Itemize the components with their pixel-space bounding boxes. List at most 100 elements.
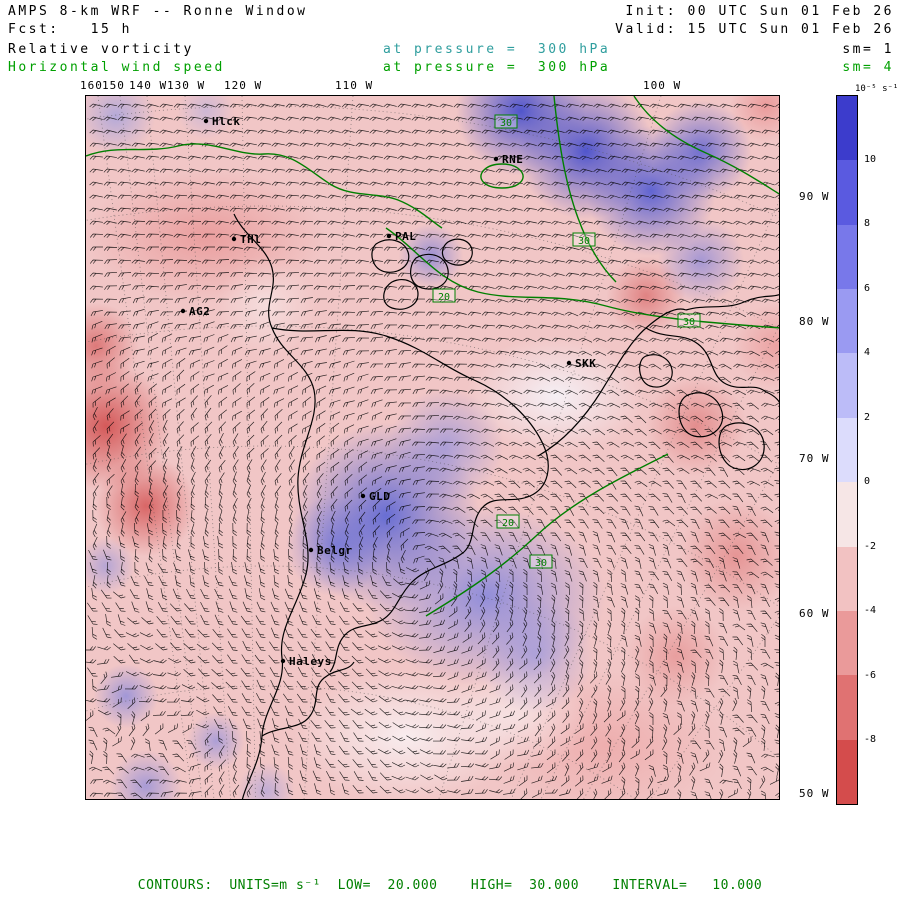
station-label: GLD [369,490,390,503]
colorbar-band [837,739,857,804]
longitude-label: 160 [80,79,103,92]
meridian-line [146,96,215,799]
coastline [645,327,779,403]
longitude-label: 130 W [167,79,206,92]
coastline [233,213,316,799]
init-time: Init: 00 UTC Sun 01 Feb 26 [625,4,894,19]
field1-name: Relative vorticity [8,42,194,57]
wind-speed-contour [385,227,779,329]
coastline [678,392,724,438]
meridian-line [184,96,231,799]
wind-speed-contour-layer [86,96,779,617]
wind-speed-contour [633,96,779,195]
parallel-line [86,685,636,799]
coastline [441,238,473,266]
longitude-label: 90 W [799,190,830,203]
station-dot [360,493,366,499]
valid-time: Valid: 15 UTC Sun 01 Feb 26 [615,22,894,37]
station-label: THl [240,233,261,246]
meridian-line [583,461,779,799]
contour-label: 20 [502,518,514,529]
longitude-label: 70 W [799,452,830,465]
parallel-line [86,105,779,218]
station-layer: Hlck RNE THl PAL AG2 SKK GLD Belgr Haleys [180,115,596,668]
colorbar-unit-label: 10⁻⁵ s⁻¹ [855,84,899,94]
station-dot [308,547,314,553]
meridian-line [241,96,256,799]
colorbar-band [837,353,857,418]
coastline [371,239,410,273]
longitude-label: 100 W [643,79,682,92]
colorbar-band [837,96,857,161]
meridian-line [303,96,354,799]
colorbar-band [837,160,857,225]
contour-label-box [572,232,596,247]
longitude-label: 150 [102,79,125,92]
forecast-hour: Fcst: 15 h [8,22,132,37]
station-dot [180,308,186,314]
colorbar-band [837,546,857,611]
contour-label-box [432,288,456,303]
coastline [271,327,549,553]
colorbar-tick: 2 [864,411,871,423]
contour-label-box [677,313,701,328]
colorbar-tick: -4 [864,605,877,617]
colorbar [836,95,858,805]
field2-level: at pressure = 300 hPa [383,60,611,75]
longitude-axis-right: 90 W 80 W 70 W 60 W 50 W [799,95,859,805]
station-label: SKK [575,357,596,370]
station-dot [231,236,237,242]
contour-label-box [496,514,520,529]
parallel-line [86,325,779,466]
meridian-line [119,96,203,799]
longitude-label: 80 W [799,315,830,328]
station-dot [386,233,392,239]
station-dot [566,360,572,366]
plot-title: AMPS 8-km WRF -- Ronne Window [8,4,308,19]
colorbar-tick: 4 [864,347,871,359]
map-area: 30 30 20 30 20 30 Hlck RNE THl PAL AG2 SKK GLD Belgr H… [85,95,780,800]
coastline [261,661,355,737]
contour-label: 20 [438,292,450,303]
contour-info-line: CONTOURS: UNITS=m s⁻¹ LOW= 20.000 HIGH= … [137,878,763,893]
wind-speed-contour [553,96,617,283]
longitude-label: 120 W [224,79,263,92]
station-label: Hlck [212,115,241,128]
graticule-layer [86,96,779,799]
contour-label-box [529,554,553,569]
contour-label: 30 [535,558,547,569]
coastline [329,551,465,673]
wind-barbs [86,103,779,799]
station-dot [203,118,209,124]
coastline [718,422,765,471]
wind-speed-contour [425,453,669,617]
parallel-line [86,445,779,608]
colorbar-tick: 8 [864,218,871,230]
field1-level: at pressure = 300 hPa [383,42,611,57]
station-label: PAL [395,230,416,243]
coastline [639,354,673,388]
colorbar-band [837,289,857,354]
contour-label: 30 [578,236,590,247]
station-label: Belgr [317,544,353,557]
contour-label: 30 [500,118,512,129]
longitude-label: 60 W [799,607,830,620]
station-dot [280,658,286,664]
longitude-axis-top: 160 150 140 W 130 W 120 W 110 W 100 W [80,79,795,93]
station-label: RNE [502,153,523,166]
station-dot [493,156,499,162]
colorbar-tick: -8 [864,734,877,746]
colorbar-band [837,610,857,676]
wind-speed-contour [480,163,524,189]
coastline [685,294,779,311]
field2-name: Horizontal wind speed [8,60,225,75]
station-label: AG2 [189,305,210,318]
colorbar-tick: 0 [864,476,871,488]
longitude-label: 50 W [799,787,830,800]
colorbar-band [837,417,857,483]
longitude-label: 110 W [335,79,374,92]
longitude-label: 140 W [129,79,168,92]
colorbar-tick: -2 [864,540,877,552]
field1-smoothing: sm= 1 [842,42,894,57]
